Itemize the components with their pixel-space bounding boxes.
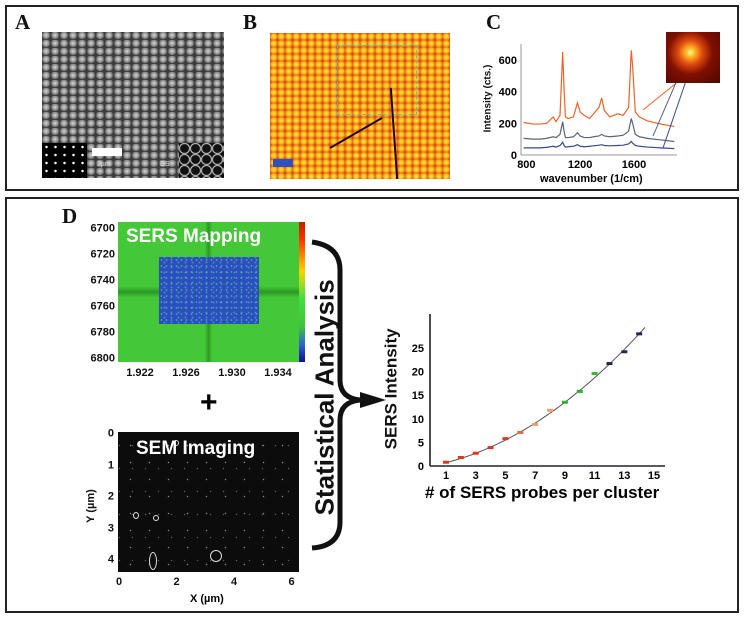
map-y-tick: 6720 — [90, 248, 115, 261]
chart-d-xlabel: # of SERS probes per cluster — [425, 483, 660, 502]
mapped-region — [159, 257, 259, 324]
plus-sign: + — [200, 386, 218, 419]
data-point — [502, 437, 509, 441]
data-point — [606, 362, 613, 366]
top-panels-frame — [5, 5, 739, 191]
data-point — [636, 332, 643, 336]
afm-heatmap-image — [270, 33, 450, 179]
spectrum-line-1 — [523, 118, 675, 143]
x-tick-label: 9 — [562, 470, 568, 482]
x-tick-label: 3 — [473, 470, 479, 482]
selection-box — [337, 45, 417, 115]
panel-d-frame — [5, 197, 739, 613]
sers-map-title: SERS Mapping — [126, 226, 262, 247]
panel-label-b: B — [243, 10, 258, 34]
scale-bar — [92, 148, 122, 156]
scale-bar — [273, 159, 293, 167]
diffraction-inset — [42, 143, 87, 178]
particle-cluster — [173, 440, 179, 446]
y-tick-label: 15 — [412, 390, 424, 402]
data-point — [576, 389, 583, 393]
particle-cluster — [149, 552, 157, 570]
map-y-tick: 6780 — [90, 326, 115, 339]
sers-map-image: SERS Mapping — [118, 222, 299, 362]
scale-text: 2µm — [97, 161, 111, 168]
sem-x-tick: 4 — [230, 576, 238, 588]
data-point — [591, 371, 598, 375]
map-y-tick: 6760 — [90, 300, 115, 313]
sem-xlabel: X (µm) — [190, 593, 224, 605]
zoom-inset — [179, 143, 224, 178]
data-point — [517, 430, 524, 434]
x-tick-label: 1 — [443, 470, 449, 482]
x-tick-label: 1600 — [622, 159, 646, 171]
map-x-tick: 1.930 — [218, 367, 246, 379]
y-tick-label: 400 — [499, 87, 517, 99]
y-tick-label: 0 — [511, 150, 517, 162]
panel-label-a: A — [15, 10, 31, 34]
sem-x-tick: 6 — [288, 576, 295, 588]
panel-label-d: D — [62, 204, 78, 228]
sem-image: SEM Imaging — [118, 432, 299, 572]
y-tick-label: 200 — [499, 118, 517, 130]
y-tick-label: 10 — [412, 414, 424, 426]
x-tick-label: 15 — [648, 470, 660, 482]
hotspot-inset-image — [666, 32, 720, 83]
sem-x-tick: 2 — [173, 576, 180, 588]
sem-y-tick: 4 — [107, 553, 114, 566]
sem-y-tick: 1 — [107, 459, 114, 472]
data-point — [457, 456, 464, 460]
map-y-tick: 6800 — [90, 352, 115, 365]
chart-d-ylabel: SERS Intensity — [381, 328, 401, 450]
x-tick-label: 800 — [517, 159, 535, 171]
data-point — [532, 422, 539, 426]
data-point — [487, 446, 494, 450]
data-point — [621, 350, 628, 354]
colorbar — [299, 222, 305, 362]
x-tick-label: 1200 — [568, 159, 592, 171]
sem-y-tick: 3 — [107, 522, 114, 535]
data-point — [547, 408, 554, 412]
data-point — [443, 460, 449, 464]
map-x-tick: 1.934 — [264, 367, 292, 379]
pointer-arrow — [642, 79, 681, 111]
map-x-tick: 1.926 — [172, 367, 200, 379]
particle-cluster — [133, 512, 139, 519]
y-tick-label: 5 — [418, 437, 424, 449]
fit-curve — [445, 327, 646, 464]
y-tick-label: 25 — [412, 343, 424, 355]
inset-text: DS — [160, 161, 170, 168]
map-y-tick: 6740 — [90, 274, 115, 287]
chart-c-xlabel: wavenumber (1/cm) — [540, 173, 643, 185]
map-x-tick: 1.922 — [126, 367, 154, 379]
sem-x-tick: 0 — [115, 576, 123, 588]
particle-cluster — [153, 515, 159, 521]
particle-cluster — [210, 550, 222, 562]
sem-y-tick: 2 — [107, 490, 114, 503]
y-tick-label: 0 — [418, 461, 424, 473]
y-tick-label: 600 — [499, 55, 517, 67]
data-point — [472, 451, 479, 455]
x-tick-label: 11 — [589, 470, 601, 482]
sem-title: SEM Imaging — [136, 438, 256, 459]
sem-nanosphere-image: 2µm DS — [42, 32, 224, 178]
x-tick-label: 13 — [618, 470, 630, 482]
x-tick-label: 5 — [502, 470, 508, 482]
data-point — [561, 400, 568, 404]
spectrum-line-0 — [523, 50, 675, 128]
map-y-tick: 6700 — [90, 222, 115, 235]
arrow-tip-icon — [360, 392, 386, 408]
sem-y-tick: 0 — [107, 427, 114, 440]
panel-label-c: C — [486, 10, 502, 34]
y-tick-label: 20 — [412, 367, 424, 379]
x-tick-label: 7 — [532, 470, 538, 482]
spectrum-line-2 — [523, 140, 675, 150]
